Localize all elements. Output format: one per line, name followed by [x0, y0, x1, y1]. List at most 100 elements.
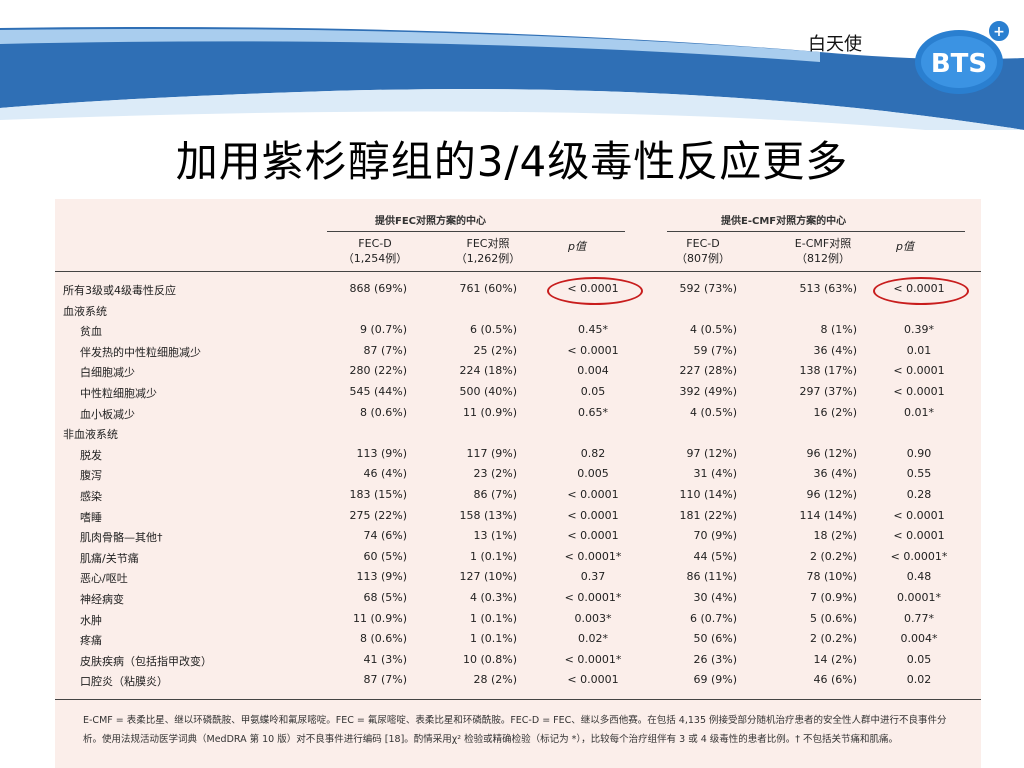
table-row: 血小板减少 8 (0.6%) 11 (0.9%) 0.65* 4 (0.5%) 16 (2… — [55, 406, 981, 426]
row-label: 脱发 — [80, 448, 102, 462]
colhead-fecd-1: FEC-D （1,254例） — [342, 237, 408, 265]
group-header-fec: 提供FEC对照方案的中心 — [375, 216, 487, 227]
row-label: 口腔炎（粘膜炎） — [80, 675, 168, 689]
table-cell: 9 (0.7%) — [359, 323, 407, 337]
table-cell: 96 (12%) — [806, 488, 857, 501]
table-row: 疼痛 8 (0.6%) 1 (0.1%) 0.02* 50 (6%) 2 (0.2%) 0.… — [55, 632, 981, 652]
table-cell: 68 (5%) — [363, 591, 407, 604]
table-cell: 36 (4%) — [813, 343, 857, 357]
table-row: 血液系统 — [55, 303, 981, 323]
table-cell: < 0.0001* — [564, 591, 622, 604]
table-cell: 23 (2%) — [473, 467, 517, 481]
table-cell: < 0.0001 — [567, 508, 619, 522]
table-cell: 0.55 — [906, 467, 932, 481]
table-cell: 0.02* — [578, 632, 608, 646]
table-cell: 0.01* — [904, 405, 934, 419]
table-cell: 500 (40%) — [459, 385, 517, 398]
table-cell: 30 (4%) — [693, 591, 737, 604]
table-cell: 87 (7%) — [363, 673, 407, 687]
table-row: 非血液系统 — [55, 426, 981, 446]
table-cell: 78 (10%) — [806, 570, 857, 584]
table-cell: < 0.0001 — [567, 488, 619, 501]
row-label: 血小板减少 — [80, 407, 135, 421]
table-cell: < 0.0001 — [893, 508, 945, 522]
table-cell: 545 (44%) — [349, 385, 407, 398]
colhead-pvalue-2: p值 — [896, 240, 914, 253]
table-row: 恶心/呕吐 113 (9%) 127 (10%) 0.37 86 (11%) 78 (10… — [55, 570, 981, 590]
table-cell: < 0.0001 — [567, 673, 619, 687]
table-cell: < 0.0001 — [893, 364, 945, 378]
row-label: 非血液系统 — [63, 428, 118, 442]
table-cell: 69 (9%) — [693, 673, 737, 687]
toxicity-table: 提供FEC对照方案的中心 提供E-CMF对照方案的中心 FEC-D （1,254例… — [55, 199, 981, 768]
table-cell: 0.28 — [906, 488, 932, 501]
table-cell: 1 (0.1%) — [469, 632, 517, 646]
table-row: 白细胞减少 280 (22%) 224 (18%) 0.004 227 (28%) 138… — [55, 364, 981, 384]
header-rule — [55, 271, 981, 272]
row-label: 伴发热的中性粒细胞减少 — [80, 345, 201, 359]
table-cell: 4 (0.5%) — [689, 323, 737, 337]
table-row: 皮肤疾病（包括指甲改变） 41 (3%) 10 (0.8%) < 0.0001* 26 … — [55, 653, 981, 673]
table-cell: 280 (22%) — [349, 364, 407, 378]
group-header-ecmf: 提供E-CMF对照方案的中心 — [721, 216, 847, 227]
table-cell: 275 (22%) — [349, 508, 407, 522]
table-cell: 8 (0.6%) — [359, 405, 407, 419]
table-cell: 7 (0.9%) — [809, 591, 857, 604]
table-cell: < 0.0001* — [890, 549, 948, 563]
highlight-circle-ecmf — [873, 277, 969, 305]
table-cell: 0.37 — [580, 570, 606, 584]
table-cell: 46 (4%) — [363, 467, 407, 481]
table-cell: 13 (1%) — [473, 529, 517, 543]
table-cell: < 0.0001 — [893, 529, 945, 543]
table-cell: 183 (15%) — [349, 488, 407, 501]
table-cell: 70 (9%) — [693, 529, 737, 543]
colhead-ecmf-control: E-CMF对照 （812例） — [794, 237, 852, 265]
row-label: 腹泻 — [80, 469, 102, 483]
table-cell: 10 (0.8%) — [462, 652, 517, 666]
table-row: 贫血 9 (0.7%) 6 (0.5%) 0.45* 4 (0.5%) 8 (1%) 0.3… — [55, 323, 981, 343]
table-footnote: E-CMF = 表柔比星、继以环磷酰胺、甲氨蝶呤和氟尿嘧啶。FEC = 氟尿嘧啶… — [83, 715, 947, 745]
colhead-fec-control: FEC对照 （1,262例） — [455, 237, 521, 265]
table-cell: 181 (22%) — [679, 508, 737, 522]
table-cell: 8 (1%) — [820, 323, 857, 337]
table-cell: 110 (14%) — [679, 488, 737, 501]
table-cell: 0.77* — [904, 611, 934, 625]
table-row: 肌痛/关节痛 60 (5%) 1 (0.1%) < 0.0001* 44 (5%) 2 (… — [55, 550, 981, 570]
table-cell: 2 (0.2%) — [809, 549, 857, 563]
table-cell: 11 (0.9%) — [462, 405, 517, 419]
table-cell: 86 (7%) — [473, 488, 517, 501]
table-cell: 0.39* — [904, 323, 934, 337]
row-label: 感染 — [80, 490, 102, 503]
table-cell: 592 (73%) — [679, 282, 737, 295]
table-cell: 0.003* — [574, 611, 612, 625]
table-cell: 59 (7%) — [693, 343, 737, 357]
table-cell: 11 (0.9%) — [352, 611, 407, 625]
table-row: 水肿 11 (0.9%) 1 (0.1%) 0.003* 6 (0.7%) 5 (0.6%… — [55, 612, 981, 632]
table-cell: 60 (5%) — [363, 549, 407, 563]
table-cell: 297 (37%) — [799, 385, 857, 398]
row-label: 所有3级或4级毒性反应 — [63, 284, 176, 297]
header-banner — [0, 0, 1024, 130]
svg-text:BTS: BTS — [931, 49, 987, 79]
slide-title: 加用紫杉醇组的3/4级毒性反应更多 — [175, 137, 849, 186]
table-cell: 4 (0.5%) — [689, 405, 737, 419]
table-cell: 74 (6%) — [363, 529, 407, 543]
table-cell: 46 (6%) — [813, 673, 857, 687]
table-cell: 2 (0.2%) — [809, 632, 857, 646]
group-rule-left — [327, 231, 625, 232]
table-cell: 761 (60%) — [459, 282, 517, 295]
table-row: 神经病变 68 (5%) 4 (0.3%) < 0.0001* 30 (4%) 7 (0.… — [55, 591, 981, 611]
table-cell: 25 (2%) — [473, 343, 517, 357]
table-cell: 6 (0.7%) — [689, 611, 737, 625]
table-cell: 127 (10%) — [459, 570, 517, 584]
row-label: 水肿 — [80, 613, 102, 627]
row-label: 肌痛/关节痛 — [80, 551, 139, 565]
table-cell: 113 (9%) — [356, 446, 407, 460]
brand-name: 白天使 — [808, 34, 862, 55]
row-label: 皮肤疾病（包括指甲改变） — [80, 654, 212, 668]
colhead-fecd-2: FEC-D （807例） — [676, 237, 730, 265]
table-cell: < 0.0001* — [564, 652, 622, 666]
footer-rule — [55, 699, 981, 700]
bts-logo: + BTS — [912, 17, 1012, 97]
table-cell: 18 (2%) — [813, 529, 857, 543]
